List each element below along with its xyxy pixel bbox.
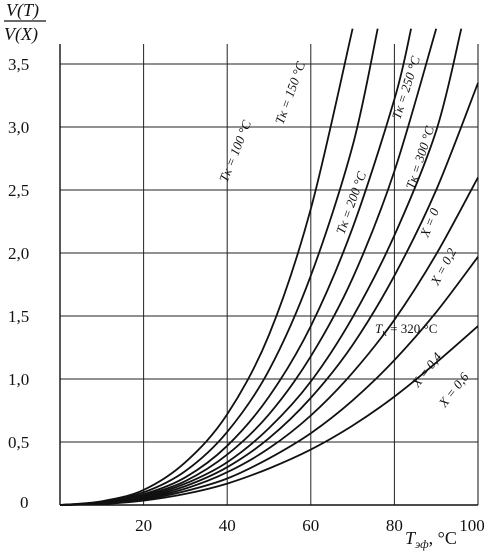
x-tick-label: 20 xyxy=(135,516,152,535)
x-tick-label: 60 xyxy=(302,516,319,535)
y-tick-label: 2,5 xyxy=(8,181,29,200)
y-tick-label: 1,5 xyxy=(8,307,29,326)
y-tick-label: 3,0 xyxy=(8,118,29,137)
series-line-1 xyxy=(60,28,379,506)
x-tick-label: 80 xyxy=(386,516,403,535)
axes: 0,5 1,0 1,5 2,0 2,5 3,0 3,5 0 20 40 60 80 100 xyxy=(8,44,485,535)
series-label-6: X = 0,2 xyxy=(427,245,459,288)
series-label-8: X = 0,6 xyxy=(435,369,472,411)
origin-tick-label: 0 xyxy=(20,493,29,512)
x-axis-title-unit: , °C xyxy=(429,528,457,548)
y-tick-label: 1,0 xyxy=(8,370,29,389)
x-axis-title-sub: эф xyxy=(415,537,429,551)
x-tick-label: 40 xyxy=(219,516,236,535)
y-tick-label: 2,0 xyxy=(8,244,29,263)
series-label-2: Tк = 200 °C xyxy=(333,169,370,236)
annotation-sub: к xyxy=(382,328,387,339)
y-tick-label: 3,5 xyxy=(8,55,29,74)
curves xyxy=(60,28,479,506)
series-line-0 xyxy=(60,28,354,506)
x-axis-title: Tэф, °C xyxy=(405,528,457,551)
y-tick-label: 0,5 xyxy=(8,433,29,452)
series-label-0: Tк = 100 °C xyxy=(216,118,254,184)
x-axis-title-main: T xyxy=(405,528,417,548)
annotation-rest: = 320 °C xyxy=(387,321,437,336)
series-label-1: Tк = 150 °C xyxy=(272,59,309,126)
annotation-label: Tк = 320 °C xyxy=(375,321,437,339)
x-tick-label: 100 xyxy=(459,516,485,535)
series-line-6 xyxy=(60,176,479,506)
series-line-8 xyxy=(60,325,479,506)
y-axis-title-numerator: V(T) xyxy=(6,0,39,21)
series-label-5: X = 0 xyxy=(416,205,442,240)
annotation-main: T xyxy=(375,321,383,336)
series-label-4: Tк = 300 °C xyxy=(403,124,438,191)
y-axis-title-denominator: V(X) xyxy=(4,24,38,45)
series-label-7: X = 0,4 xyxy=(408,349,445,391)
grid xyxy=(60,44,479,505)
